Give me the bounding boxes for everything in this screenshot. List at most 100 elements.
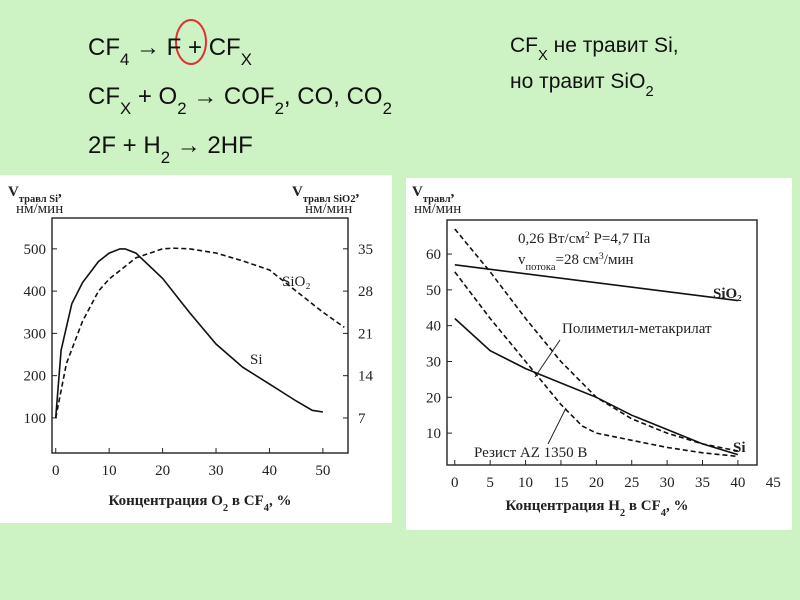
text-segment: , % [666, 498, 689, 514]
text-segment: травл [423, 194, 451, 205]
text-segment: 2 [223, 503, 228, 514]
series-label: SiO₂ [713, 286, 742, 302]
text-segment: 4 [264, 503, 270, 514]
note-line: CFX не травит Si, [510, 34, 679, 64]
text-segment: 2F + H [88, 132, 161, 159]
text-segment: CF [88, 34, 120, 61]
text-segment: в CF [625, 498, 661, 514]
text-segment: 3 [599, 251, 604, 262]
text-segment: не травит Si, [548, 34, 679, 57]
y2-tick-label: 7 [358, 411, 366, 427]
equation: CF4 → F + CFX [88, 34, 252, 69]
y2-tick-label: 28 [358, 284, 373, 300]
text-segment: X [538, 48, 548, 64]
x-tick-label: 40 [730, 475, 745, 491]
y-tick-label: 50 [426, 283, 441, 299]
y-tick-label: 30 [426, 354, 441, 370]
plot-frame [51, 217, 349, 454]
x-axis-label: Концентрация O2 в CF4, % [108, 493, 291, 514]
text-segment: 2 [275, 99, 284, 118]
x-tick-label: 20 [155, 463, 170, 479]
y-tick-label: 200 [24, 369, 47, 385]
text-segment: CF [510, 34, 538, 57]
series-line [454, 317, 739, 456]
text-segment: → COF [187, 83, 275, 110]
text-segment: V [412, 184, 423, 200]
text-segment: 2 [645, 84, 653, 100]
series-line [454, 264, 739, 302]
text-segment: → 2HF [170, 132, 253, 159]
text-segment: травл SiO2 [303, 194, 356, 205]
series-label: Si [250, 352, 263, 368]
text-segment: V [292, 184, 303, 200]
y-axis-unit: нм/мин [414, 201, 461, 217]
x-tick-label: 50 [315, 463, 330, 479]
y-tick-label: 20 [426, 390, 441, 406]
y-tick-label: 10 [426, 426, 441, 442]
y-axis-label: Vтравл, [412, 184, 455, 205]
text-segment: Концентрация H [505, 498, 620, 514]
x-axis-label: Концентрация H2 в CF4, % [505, 498, 688, 519]
x-tick-label: 5 [486, 475, 494, 491]
annotation: vпотока=28 см3/мин [518, 251, 634, 273]
y-tick-label: 300 [24, 326, 47, 342]
text-segment: 2 [585, 230, 590, 241]
y-axis-unit: нм/мин [16, 201, 63, 217]
equation: CFX + O2 → COF2, CO, CO2 [88, 83, 392, 118]
x-tick-label: 10 [102, 463, 117, 479]
y-tick-label: 60 [426, 247, 441, 263]
x-tick-label: 35 [695, 475, 710, 491]
text-segment: 4 [120, 50, 129, 69]
text-segment: , % [269, 493, 292, 509]
note-line: но травит SiO2 [510, 70, 654, 100]
text-segment: X [120, 99, 131, 118]
series-label: Si [733, 440, 746, 456]
series-label: SiO₂ [282, 274, 311, 290]
series-label: Полиметил-метакрилат [562, 321, 712, 337]
y-tick-label: 400 [24, 284, 47, 300]
highlight-circle [175, 19, 207, 65]
series-line [54, 248, 324, 418]
y-tick-label: 40 [426, 319, 441, 335]
text-segment: 2 [383, 99, 392, 118]
text-segment: травл Si [19, 194, 58, 205]
text-segment: , CO, CO [284, 83, 383, 110]
text-segment: 2 [177, 99, 186, 118]
y2-axis-unit: нм/мин [305, 201, 352, 217]
text-segment: 2 [161, 148, 170, 167]
text-segment: 2 [620, 508, 625, 519]
text-segment: /мин [604, 252, 634, 268]
x-tick-label: 25 [624, 475, 639, 491]
x-tick-label: 0 [451, 475, 459, 491]
y-tick-label: 500 [24, 242, 47, 258]
leader-line [534, 339, 561, 378]
text-segment: =28 см [556, 252, 600, 268]
x-tick-label: 10 [518, 475, 533, 491]
chart-panel [406, 178, 792, 530]
text-segment: v [518, 252, 526, 268]
annotation: 0,26 Вт/см2 Р=4,7 Па [518, 230, 651, 248]
series-line [454, 271, 738, 458]
text-segment: + O [131, 83, 177, 110]
equation: 2F + H2 → 2HF [88, 132, 253, 167]
text-segment: → F + CF [129, 34, 240, 61]
text-segment: CF [88, 83, 120, 110]
series-line [54, 247, 345, 419]
x-tick-label: 20 [589, 475, 604, 491]
y2-tick-label: 21 [358, 326, 373, 342]
text-segment: в CF [228, 493, 264, 509]
text-segment: , [58, 184, 62, 200]
text-segment: Концентрация O [108, 493, 222, 509]
text-segment: 4 [661, 508, 667, 519]
y2-tick-label: 14 [358, 369, 374, 385]
x-tick-label: 40 [262, 463, 277, 479]
y-tick-label: 100 [24, 411, 47, 427]
plot-frame [446, 219, 758, 466]
x-tick-label: 30 [209, 463, 224, 479]
x-tick-label: 30 [660, 475, 675, 491]
text-segment: Р=4,7 Па [590, 231, 651, 247]
text-segment: V [8, 184, 19, 200]
text-segment: 0,26 Вт/см [518, 231, 585, 247]
text-segment: , [355, 184, 359, 200]
